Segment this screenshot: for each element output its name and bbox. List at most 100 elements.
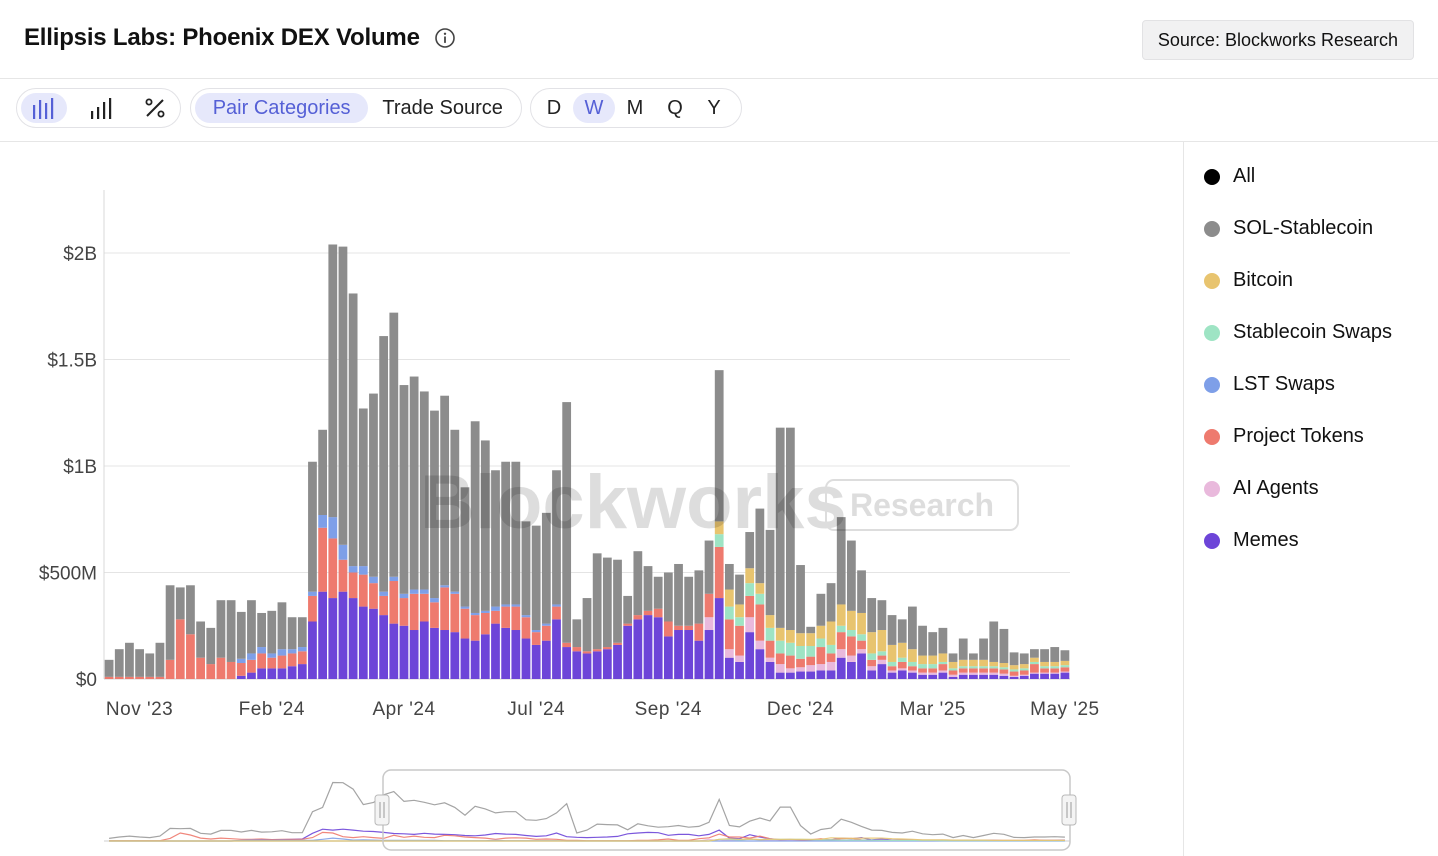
legend-dot: [1204, 376, 1220, 393]
navigator-right-handle[interactable]: [1061, 794, 1077, 826]
bar-segment: [806, 665, 816, 672]
bar-segment: [531, 630, 541, 633]
legend-item-lst-swaps[interactable]: LST Swaps: [1204, 373, 1335, 396]
y-tick-label: $0: [76, 670, 97, 691]
bar-segment: [969, 672, 978, 675]
navigator-left-handle[interactable]: [374, 794, 390, 826]
bar-segment: [1019, 674, 1029, 676]
bar-segment: [318, 591, 328, 679]
bar-segment: [1050, 647, 1060, 662]
bar-segment: [989, 672, 999, 675]
bar-segment: [724, 589, 734, 607]
bar-segment: [918, 625, 927, 656]
watermark-text: Blockworks: [420, 460, 847, 545]
bar-segment: [582, 653, 592, 679]
bar-segment: [918, 672, 927, 675]
bar-segment: [165, 659, 175, 679]
percent-button[interactable]: [133, 93, 176, 123]
interval-m-button[interactable]: M: [626, 96, 644, 119]
bar-segment: [908, 670, 917, 673]
bar-segment: [897, 661, 907, 669]
bar-segment: [836, 517, 846, 605]
bar-segment: [511, 630, 521, 679]
bar-segment: [1019, 675, 1029, 679]
page-title: Ellipsis Labs: Phoenix DEX Volume: [24, 24, 420, 51]
bar-segment: [724, 606, 734, 620]
bar-segment: [806, 626, 816, 634]
bar-segment: [867, 632, 877, 654]
bar-segment: [491, 470, 500, 607]
stacked-bar-icon: [91, 98, 112, 119]
bar-chart-button[interactable]: [21, 93, 67, 123]
navigator-line: [109, 781, 1065, 839]
bar-segment: [491, 623, 500, 679]
bar-segment: [125, 676, 134, 679]
bar-segment: [785, 668, 795, 673]
bar-segment: [653, 576, 663, 609]
bar-segment: [857, 640, 866, 650]
bar-segment: [765, 615, 775, 628]
bar-segment: [836, 649, 846, 658]
x-tick-label: Mar '25: [900, 699, 966, 720]
bar-segment: [714, 521, 724, 535]
chart-type-group: [16, 88, 181, 128]
tab-pair-categories[interactable]: Pair Categories: [195, 93, 369, 123]
range-navigator[interactable]: [104, 769, 1077, 851]
bar-segment: [846, 636, 856, 656]
bar-segment: [552, 606, 561, 620]
bar-segment: [826, 583, 836, 622]
bar-segment: [450, 591, 460, 594]
legend-item-ai-agents[interactable]: AI Agents: [1204, 477, 1319, 500]
bar-segment: [308, 621, 317, 679]
legend-item-sol-stablecoin[interactable]: SOL-Stablecoin: [1204, 217, 1373, 240]
legend-dot: [1204, 428, 1220, 445]
bar-segment: [1009, 671, 1019, 676]
interval-q-button[interactable]: Q: [667, 96, 683, 119]
bar-segment: [389, 581, 399, 624]
interval-d-button[interactable]: D: [546, 96, 562, 119]
bar-segment: [592, 553, 602, 650]
bar-segment: [836, 657, 846, 679]
bar-segment: [348, 572, 358, 599]
bar-segment: [257, 653, 266, 669]
bar-segment: [369, 393, 378, 577]
legend-item-memes[interactable]: Memes: [1204, 529, 1299, 552]
source-button[interactable]: Source: Blockworks Research: [1141, 20, 1414, 60]
bar-segment: [938, 627, 948, 654]
bar-segment: [684, 576, 694, 626]
bar-segment: [877, 600, 887, 631]
bar-segment: [572, 651, 582, 679]
bar-segment: [806, 645, 816, 657]
bar-segment: [491, 606, 500, 611]
bar-segment: [1060, 650, 1070, 661]
legend-item-all[interactable]: All: [1204, 165, 1255, 188]
interval-w-button[interactable]: W: [573, 93, 615, 123]
interval-y-button[interactable]: Y: [707, 96, 721, 119]
bar-segment: [958, 659, 968, 667]
bar-segment: [531, 525, 541, 631]
bar-segment: [257, 612, 266, 648]
stacked-bar-button[interactable]: [79, 93, 125, 123]
bar-segment: [613, 644, 622, 679]
info-icon[interactable]: [434, 27, 456, 49]
bar-segment: [521, 617, 531, 639]
bar-segment: [348, 598, 358, 679]
bar-segment: [887, 644, 897, 662]
bar-segment: [928, 655, 938, 665]
bar-segment: [1060, 672, 1070, 679]
bar-segment: [674, 625, 683, 631]
bar-segment: [724, 563, 734, 590]
bar-segment: [369, 583, 378, 609]
tab-trade-source[interactable]: Trade Source: [382, 96, 503, 119]
bar-segment: [755, 604, 765, 641]
bar-segment: [338, 246, 348, 545]
bar-segment: [623, 623, 633, 626]
bar-segment: [491, 610, 500, 624]
bar-segment: [806, 633, 816, 646]
bar-segment: [186, 585, 195, 635]
legend-item-stablecoin-swaps[interactable]: Stablecoin Swaps: [1204, 321, 1392, 344]
bar-segment: [165, 585, 175, 660]
legend-item-bitcoin[interactable]: Bitcoin: [1204, 269, 1293, 292]
bar-segment: [775, 653, 785, 665]
legend-item-project-tokens[interactable]: Project Tokens: [1204, 425, 1364, 448]
